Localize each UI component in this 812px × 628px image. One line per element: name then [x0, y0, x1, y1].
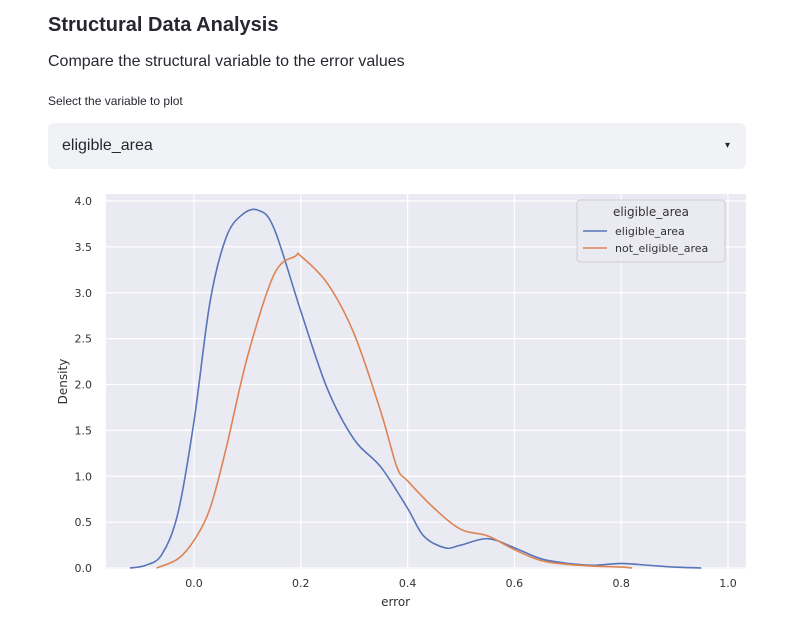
x-tick-label: 0.2 [292, 577, 310, 590]
y-tick-label: 3.0 [75, 287, 93, 300]
legend-label: eligible_area [615, 225, 685, 238]
page-title: Structural Data Analysis [48, 14, 279, 36]
y-tick-label: 1.5 [75, 424, 93, 437]
density-chart: 0.0 0.2 0.4 0.6 0.8 1.0 0.0 0.5 1.0 1.5 2.0 2.5 3.0 3… [56, 194, 746, 609]
legend-title: eligible_area [613, 205, 689, 219]
select-label: Select the variable to plot [48, 94, 183, 108]
y-tick-label: 1.0 [75, 470, 93, 483]
x-axis-label: error [381, 595, 410, 609]
y-tick-label: 0.0 [75, 562, 93, 575]
y-tick-label: 4.0 [75, 195, 93, 208]
variable-select[interactable]: eligible_area ▾ [48, 123, 746, 169]
x-tick-label: 0.6 [506, 577, 524, 590]
y-axis-label: Density [56, 359, 70, 405]
x-tick-label: 0.8 [612, 577, 630, 590]
legend-label: not_eligible_area [615, 242, 708, 255]
x-tick-label: 0.4 [399, 577, 417, 590]
chevron-down-icon[interactable]: ▾ [724, 140, 730, 151]
y-tick-label: 3.5 [75, 241, 93, 254]
y-tick-label: 2.0 [75, 379, 93, 392]
x-tick-label: 1.0 [719, 577, 737, 590]
series-line-not-eligible-area [156, 252, 632, 569]
select-value: eligible_area [62, 137, 153, 154]
legend-box [576, 199, 726, 263]
y-tick-label: 0.5 [75, 516, 93, 529]
page-subtitle: Compare the structural variable to the e… [48, 53, 405, 70]
y-tick-label: 2.5 [75, 333, 93, 346]
x-tick-label: 0.0 [185, 577, 203, 590]
